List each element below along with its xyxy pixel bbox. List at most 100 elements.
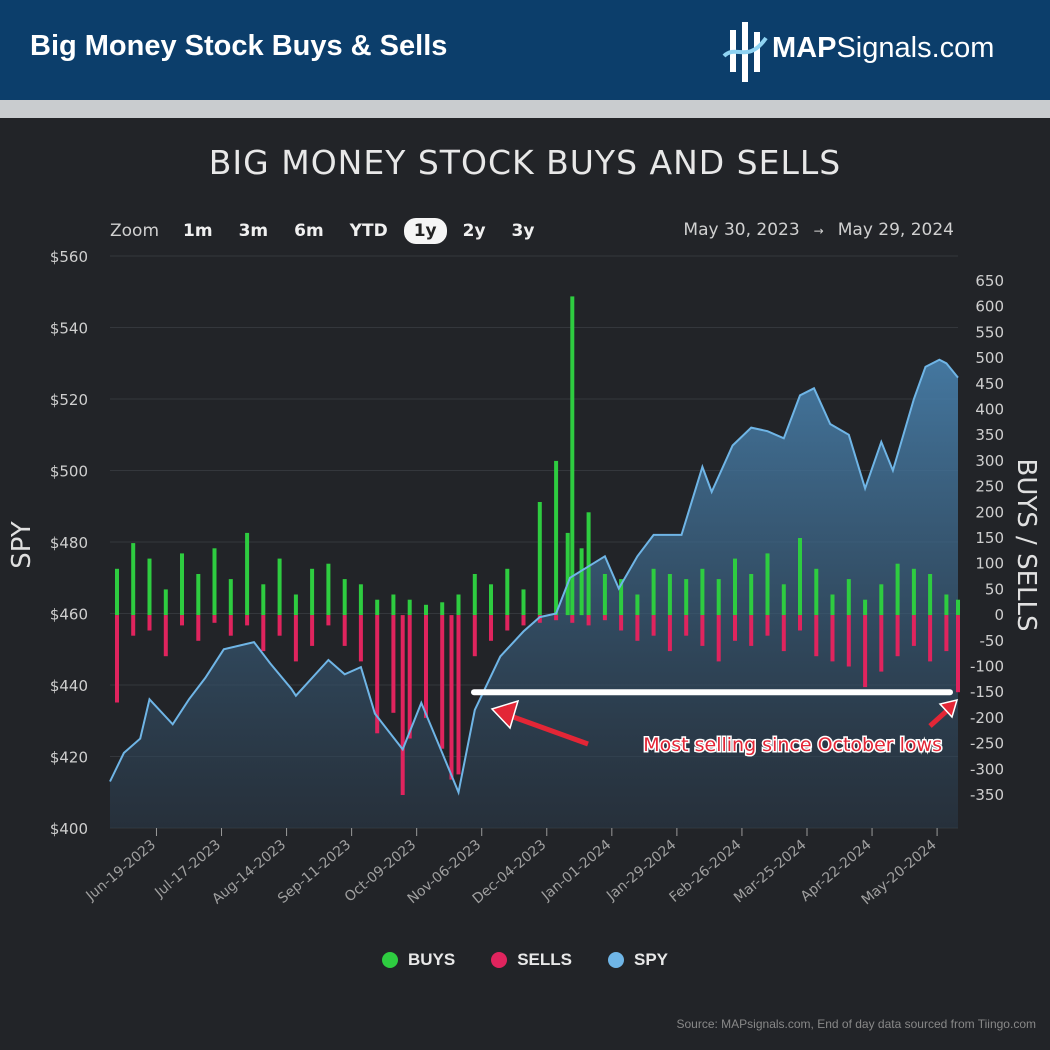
zoom-6m-button[interactable]: 6m	[294, 221, 324, 241]
sells-bar	[400, 615, 405, 795]
buys-bar	[326, 563, 331, 616]
sells-bar	[944, 615, 949, 652]
sells-bar	[749, 615, 754, 646]
buys-bar	[928, 574, 933, 616]
sells-bar	[700, 615, 705, 646]
right-tick-label: 600	[975, 298, 1004, 316]
annotation-text: Most selling since October lows	[643, 734, 942, 756]
right-tick-label: -200	[970, 709, 1004, 727]
buys-bar	[830, 594, 835, 616]
sells-bar	[449, 615, 454, 780]
left-tick-label: $400	[50, 820, 88, 838]
zoom-1y-button[interactable]: 1y	[403, 218, 447, 244]
sells-bar	[895, 615, 900, 657]
x-tick-label: Jun-19-2023	[83, 837, 159, 905]
sells-bar	[440, 615, 445, 749]
sells-bar	[651, 615, 656, 636]
legend-label-spy: SPY	[634, 950, 669, 969]
sells-bar	[814, 615, 819, 657]
zoom-controls: Zoom 1m 3m 6m YTD 1y 2y 3y	[110, 218, 550, 244]
sells-bar	[115, 615, 119, 703]
buys-bar	[489, 584, 493, 616]
sells-bar	[798, 615, 802, 631]
buys-bar	[956, 599, 960, 616]
buys-bar	[115, 568, 119, 616]
sells-bar	[928, 615, 933, 662]
sells-bar	[863, 615, 868, 688]
buys-bar	[180, 553, 184, 616]
zoom-3m-button[interactable]: 3m	[238, 221, 269, 241]
right-tick-label: -100	[970, 658, 1004, 676]
right-tick-label: -50	[980, 632, 1005, 650]
buys-bar	[472, 574, 477, 616]
right-axis-title: BUYS / SELLS	[1011, 459, 1041, 632]
spy-line	[109, 358, 959, 796]
buys-bar	[163, 589, 168, 616]
sells-bar	[180, 615, 184, 626]
sells-bar	[163, 615, 168, 657]
buys-bar	[554, 460, 559, 616]
buys-bar	[619, 579, 624, 616]
right-tick-label: 550	[975, 323, 1004, 341]
sells-bar	[456, 615, 461, 775]
legend-label-buys: BUYS	[407, 950, 456, 969]
buys-bar	[407, 599, 412, 616]
buys-bar	[781, 584, 786, 616]
buys-bar	[456, 594, 461, 616]
right-tick-label: 650	[975, 272, 1004, 290]
sells-bar	[342, 615, 347, 646]
buys-bar	[651, 568, 656, 616]
buys-bar	[579, 548, 584, 616]
left-axis-title: SPY	[7, 521, 37, 569]
buys-bar	[310, 568, 315, 616]
legend-item-sells[interactable]: SELLS	[491, 950, 572, 970]
right-tick-label: -300	[970, 760, 1004, 778]
range-to[interactable]: May 29, 2024	[837, 220, 954, 240]
zoom-ytd-button[interactable]: YTD	[349, 221, 388, 241]
mapsignals-logo[interactable]: MAPSignals.com	[722, 16, 1022, 86]
sells-bar	[830, 615, 835, 662]
sells-bar	[667, 615, 672, 652]
sells-bar	[245, 615, 250, 626]
legend-item-buys[interactable]: BUYS	[381, 950, 456, 970]
sells-bar	[879, 615, 884, 672]
sells-bar	[358, 615, 363, 662]
sells-bar	[956, 615, 960, 693]
buys-bar	[667, 574, 672, 616]
buys-bar	[212, 548, 217, 616]
right-tick-label: 350	[975, 426, 1004, 444]
buys-bar	[765, 553, 770, 616]
source-note: Source: MAPsignals.com, End of day data …	[676, 1017, 1036, 1031]
sells-bar	[391, 615, 396, 713]
right-tick-label: 400	[975, 401, 1004, 419]
chart-title: BIG MONEY STOCK BUYS AND SELLS	[208, 143, 842, 182]
sells-bar	[781, 615, 786, 652]
range-arrow-icon: →	[813, 224, 824, 238]
zoom-1m-button[interactable]: 1m	[183, 221, 213, 241]
sells-bar	[554, 615, 559, 621]
zoom-label: Zoom	[110, 221, 160, 241]
buys-bar	[700, 568, 705, 616]
annotation-arrowhead-left	[490, 699, 520, 730]
zoom-3y-button[interactable]: 3y	[511, 221, 535, 241]
buys-bar	[424, 604, 428, 616]
sells-bar	[684, 615, 689, 636]
range-from[interactable]: May 30, 2023	[683, 220, 800, 240]
legend-item-spy[interactable]: SPY	[608, 950, 668, 970]
sells-bar	[765, 615, 770, 636]
right-tick-label: 50	[985, 580, 1004, 598]
legend: BUYS SELLS SPY	[0, 950, 1050, 970]
sells-bar	[521, 615, 526, 626]
sells-bar	[586, 615, 591, 626]
right-tick-label: -250	[970, 735, 1004, 753]
header-bar: Big Money Stock Buys & Sells MAPSignals.…	[0, 0, 1050, 100]
buys-bar	[245, 532, 250, 616]
spy-area	[110, 359, 958, 828]
zoom-2y-button[interactable]: 2y	[462, 221, 486, 241]
left-tick-label: $420	[50, 749, 88, 767]
buys-bar	[440, 602, 445, 616]
buys-bar	[944, 594, 949, 616]
sells-bar	[733, 615, 737, 641]
right-tick-label: 250	[975, 478, 1004, 496]
